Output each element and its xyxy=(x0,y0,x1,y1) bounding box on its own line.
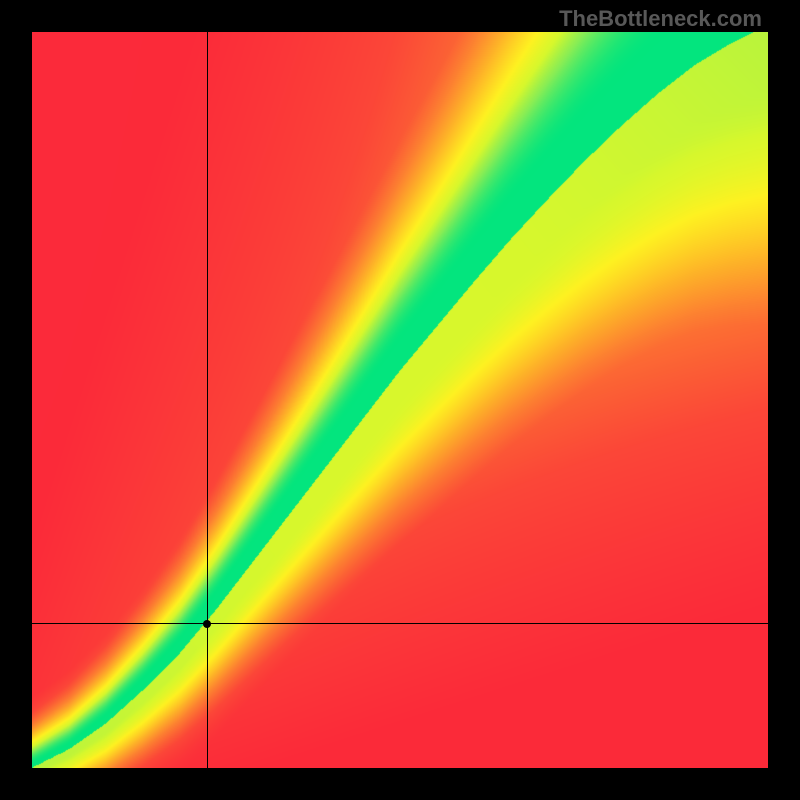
crosshair-horizontal xyxy=(32,623,768,624)
bottleneck-heatmap xyxy=(32,32,768,768)
watermark-text: TheBottleneck.com xyxy=(559,6,762,32)
heatmap-canvas xyxy=(32,32,768,768)
crosshair-vertical xyxy=(207,32,208,768)
crosshair-marker xyxy=(203,620,211,628)
